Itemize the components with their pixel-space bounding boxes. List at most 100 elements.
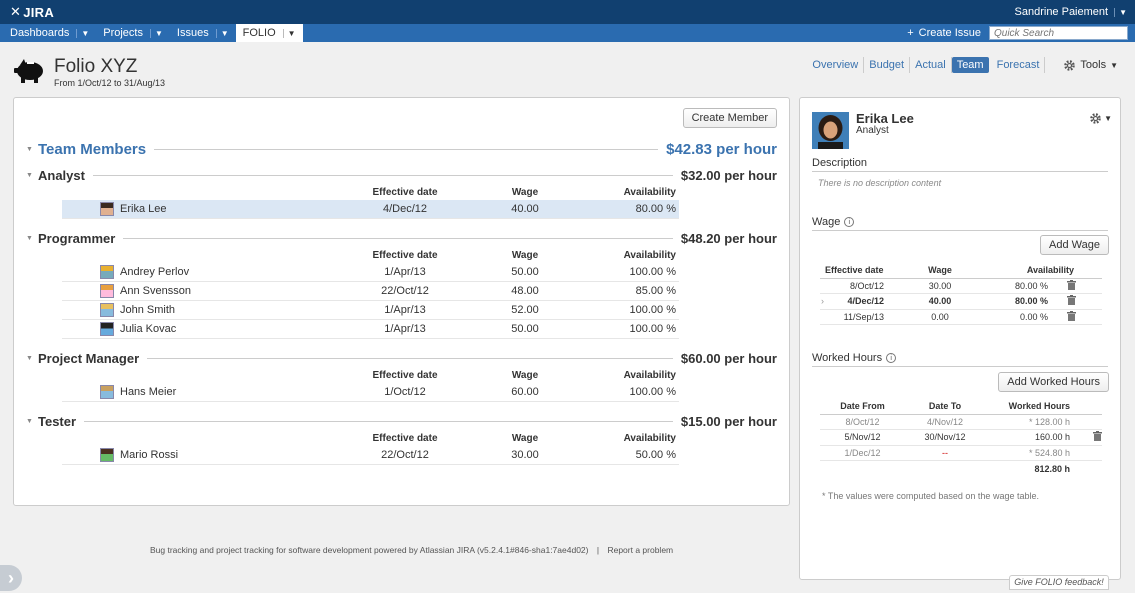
page-header: Folio XYZ From 1/Oct/12 to 31/Aug/13 Ove… <box>0 42 1135 97</box>
table-row[interactable]: › 4/Dec/12 40.00 80.00 % <box>820 294 1102 310</box>
group-title: Programmer <box>38 230 116 246</box>
table-row[interactable]: 5/Nov/12 30/Nov/12 160.00 h <box>820 430 1102 446</box>
member-wage: 50.00 <box>511 323 539 335</box>
member-availability: 100.00 % <box>629 386 676 398</box>
member-row[interactable]: John Smith 1/Apr/13 52.00 100.00 % <box>62 301 679 320</box>
nav-dashboards[interactable]: Dashboards ▼ <box>3 24 96 42</box>
feedback-button[interactable]: Give FOLIO feedback! <box>1009 575 1109 590</box>
collapse-triangle-icon[interactable]: ▼ <box>26 171 33 179</box>
nav-folio[interactable]: FOLIO ▼ <box>235 24 303 42</box>
member-availability: 85.00 % <box>635 285 676 297</box>
member-date: 1/Apr/13 <box>384 266 426 278</box>
member-wage: 48.00 <box>511 285 539 297</box>
wage-availability: 80.00 % <box>1014 280 1048 291</box>
info-icon[interactable]: i <box>886 353 897 363</box>
user-menu[interactable]: Sandrine Paiement ▼ <box>1015 6 1127 18</box>
nav-projects[interactable]: Projects ▼ <box>96 24 170 42</box>
create-member-button[interactable]: Create Member <box>682 108 777 128</box>
nav-issues[interactable]: Issues ▼ <box>170 24 236 42</box>
avatar <box>100 448 114 462</box>
group-analyst: ▼ Analyst $32.00 per hour Effective date… <box>26 167 777 219</box>
collapse-triangle-icon[interactable]: ▼ <box>26 234 33 242</box>
chevron-down-icon[interactable]: ▼ <box>150 28 163 38</box>
member-availability: 100.00 % <box>629 266 676 278</box>
wage-value: 30.00 <box>928 280 952 291</box>
jira-logo[interactable]: ✕ JIRA <box>10 4 54 20</box>
table-row[interactable]: 8/Oct/12 30.00 80.00 % <box>820 279 1102 294</box>
member-row[interactable]: Mario Rossi 22/Oct/12 30.00 50.00 % <box>62 446 679 465</box>
col-effective-date: Effective date <box>372 432 438 444</box>
section-title: Wage <box>812 216 841 228</box>
member-row[interactable]: Julia Kovac 1/Apr/13 50.00 100.00 % <box>62 320 679 339</box>
tab-forecast[interactable]: Forecast <box>992 57 1046 73</box>
wage-date: 8/Oct/12 <box>849 280 884 291</box>
team-members-header[interactable]: ▼ Team Members $42.83 per hour <box>26 140 777 158</box>
collapse-triangle-icon[interactable]: ▼ <box>26 145 33 153</box>
member-date: 22/Oct/12 <box>381 449 429 461</box>
avatar <box>100 385 114 399</box>
add-worked-hours-button[interactable]: Add Worked Hours <box>998 372 1109 392</box>
tools-menu[interactable]: Tools ▼ <box>1063 59 1118 72</box>
hours-value: * 524.80 h <box>1028 447 1070 458</box>
atlassian-logo-icon: ✕ <box>10 4 22 19</box>
avatar <box>100 202 114 216</box>
tab-actual[interactable]: Actual <box>910 57 952 73</box>
member-row[interactable]: Hans Meier 1/Oct/12 60.00 100.00 % <box>62 383 679 402</box>
tab-overview[interactable]: Overview <box>807 57 865 73</box>
table-row[interactable]: 11/Sep/13 0.00 0.00 % <box>820 310 1102 325</box>
table-row[interactable]: 8/Oct/12 4/Nov/12 * 128.00 h <box>820 415 1102 430</box>
chevron-down-icon[interactable]: ▼ <box>215 28 229 38</box>
tab-team[interactable]: Team <box>951 57 989 73</box>
trash-icon[interactable] <box>1093 431 1102 442</box>
avatar <box>100 265 114 279</box>
group-header[interactable]: ▼ Analyst $32.00 per hour <box>26 167 777 183</box>
col-effective-date: Effective date <box>372 249 438 261</box>
chevron-down-icon[interactable]: ▼ <box>282 28 296 38</box>
group-rate: $32.00 per hour <box>680 167 777 183</box>
col-worked-hours: Worked Hours <box>1008 401 1070 412</box>
add-wage-button[interactable]: Add Wage <box>1040 235 1109 255</box>
nav-label: Projects <box>103 27 143 39</box>
user-name[interactable]: Sandrine Paiement <box>1014 6 1109 18</box>
trash-icon[interactable] <box>1067 295 1076 306</box>
member-name: Mario Rossi <box>120 449 179 461</box>
group-header[interactable]: ▼ Tester $15.00 per hour <box>26 413 777 429</box>
tab-budget[interactable]: Budget <box>864 57 911 73</box>
col-availability: Availability <box>623 369 676 381</box>
section-title: Description <box>812 157 868 169</box>
group-header[interactable]: ▼ Project Manager $60.00 per hour <box>26 350 777 366</box>
hours-total: 812.80 h <box>1034 463 1070 474</box>
trash-icon[interactable] <box>1067 310 1076 321</box>
member-row[interactable]: Ann Svensson 22/Oct/12 48.00 85.00 % <box>62 282 679 301</box>
chevron-down-icon[interactable]: ▼ <box>76 28 89 38</box>
group-programmer: ▼ Programmer $48.20 per hour Effective d… <box>26 230 777 339</box>
collapse-triangle-icon[interactable]: ▼ <box>26 417 33 425</box>
create-issue-button[interactable]: + Create Issue <box>907 27 981 39</box>
member-name: Julia Kovac <box>120 323 177 335</box>
wage-availability: 80.00 % <box>1014 296 1048 307</box>
team-rate: $42.83 per hour <box>666 140 777 158</box>
team-panel: Create Member ▼ Team Members $42.83 per … <box>13 97 790 506</box>
member-row[interactable]: Andrey Perlov 1/Apr/13 50.00 100.00 % <box>62 263 679 282</box>
col-wage: Wage <box>511 432 539 444</box>
member-name: Erika Lee <box>856 111 914 126</box>
group-header[interactable]: ▼ Programmer $48.20 per hour <box>26 230 777 246</box>
collapse-triangle-icon[interactable]: ▼ <box>26 354 33 362</box>
info-icon[interactable]: i <box>844 217 855 227</box>
member-actions-menu[interactable]: ▼ <box>1089 112 1112 125</box>
quick-search-input[interactable] <box>989 26 1128 40</box>
wage-date-text: 4/Dec/12 <box>847 296 884 307</box>
chevron-down-icon[interactable]: ▼ <box>1114 7 1127 17</box>
table-row[interactable]: 1/Dec/12 -- * 524.80 h <box>820 446 1102 461</box>
column-headers: Effective date Wage Availability <box>62 367 679 383</box>
member-row[interactable]: Erika Lee 4/Dec/12 40.00 80.00 % <box>62 200 679 219</box>
report-problem-link[interactable]: Report a problem <box>607 545 674 555</box>
trash-icon[interactable] <box>1067 279 1076 290</box>
member-name: Hans Meier <box>120 386 177 398</box>
member-date: 1/Apr/13 <box>384 304 426 316</box>
chevron-right-icon[interactable]: › <box>0 565 22 591</box>
avatar <box>100 322 114 336</box>
nav-label: FOLIO <box>242 27 276 39</box>
logo-text: JIRA <box>23 4 55 20</box>
section-title: Worked Hours <box>812 352 883 364</box>
